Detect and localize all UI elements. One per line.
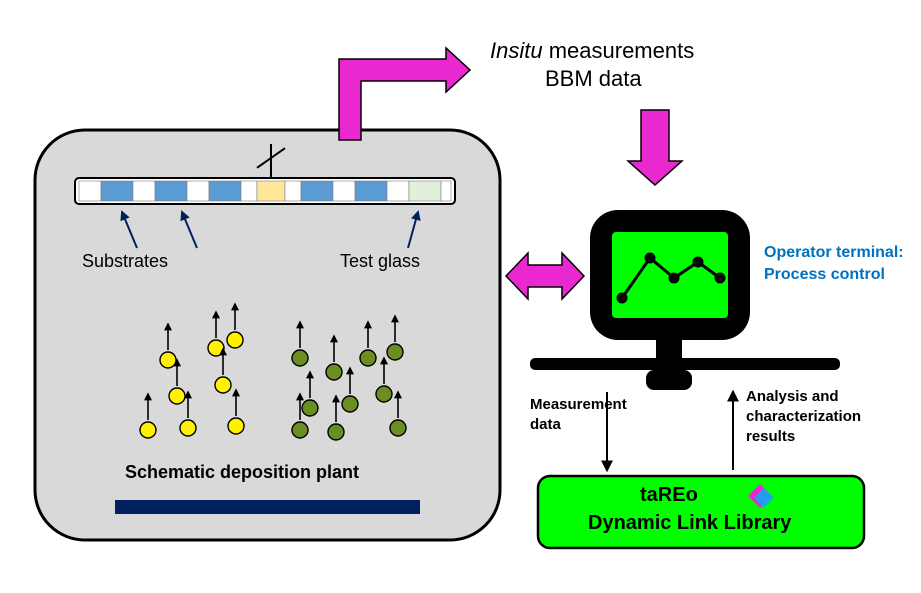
olive-particle bbox=[302, 400, 318, 416]
carousel-cell bbox=[241, 181, 257, 201]
yellow-particle bbox=[140, 422, 156, 438]
olive-particle bbox=[342, 396, 358, 412]
carousel-cell bbox=[301, 181, 333, 201]
screen-trace-point bbox=[715, 273, 726, 284]
tareo-label-2: Dynamic Link Library bbox=[588, 512, 791, 535]
analysis-label-1: Analysis and bbox=[746, 388, 839, 405]
carousel-cell bbox=[333, 181, 355, 201]
carousel-cell bbox=[133, 181, 155, 201]
yellow-particle bbox=[160, 352, 176, 368]
yellow-particle bbox=[228, 418, 244, 434]
olive-particle bbox=[387, 344, 403, 360]
carousel-cell bbox=[409, 181, 441, 201]
olive-particle bbox=[390, 420, 406, 436]
meas-data-label-1: Measurement bbox=[530, 396, 627, 413]
olive-particle bbox=[292, 350, 308, 366]
schematic-label: Schematic deposition plant bbox=[125, 462, 359, 483]
pink-arrow-elbow bbox=[339, 48, 470, 140]
screen-trace-point bbox=[693, 257, 704, 268]
bbm-data-label: BBM data bbox=[545, 66, 642, 92]
analysis-label-2: characterization bbox=[746, 408, 861, 425]
olive-particle bbox=[360, 350, 376, 366]
desk-bar bbox=[530, 358, 840, 370]
yellow-particle bbox=[215, 377, 231, 393]
screen-trace-point bbox=[645, 253, 656, 264]
carousel-cell bbox=[101, 181, 133, 201]
carousel-cell bbox=[257, 181, 285, 201]
insitu-prefix: Insitu bbox=[490, 38, 543, 63]
monitor-foot bbox=[646, 370, 692, 390]
analysis-label-3: results bbox=[746, 428, 795, 445]
diagram-svg bbox=[0, 0, 921, 593]
carousel-cell bbox=[187, 181, 209, 201]
olive-particle bbox=[326, 364, 342, 380]
olive-particle bbox=[292, 422, 308, 438]
substrates-label: Substrates bbox=[82, 251, 168, 272]
carousel-cell bbox=[355, 181, 387, 201]
pink-arrow-down bbox=[628, 110, 682, 185]
meas-data-label-2: data bbox=[530, 416, 561, 433]
yellow-particle bbox=[227, 332, 243, 348]
yellow-particle bbox=[169, 388, 185, 404]
carousel-cell bbox=[387, 181, 409, 201]
yellow-particle bbox=[180, 420, 196, 436]
carousel-cell bbox=[79, 181, 101, 201]
screen-trace-point bbox=[617, 293, 628, 304]
carousel-cell bbox=[441, 181, 451, 201]
olive-particle bbox=[328, 424, 344, 440]
operator-label-2: Process control bbox=[764, 266, 885, 284]
insitu-suffix: measurements bbox=[543, 38, 695, 63]
insitu-label: Insitu measurements bbox=[490, 38, 694, 64]
olive-particle bbox=[376, 386, 392, 402]
carousel-cell bbox=[285, 181, 301, 201]
screen-trace-point bbox=[669, 273, 680, 284]
test-glass-label: Test glass bbox=[340, 251, 420, 272]
carousel-cell bbox=[155, 181, 187, 201]
carousel-cell bbox=[209, 181, 241, 201]
source-bar bbox=[115, 500, 420, 514]
operator-label-1: Operator terminal: bbox=[764, 244, 904, 262]
yellow-particle bbox=[208, 340, 224, 356]
tareo-label-1: taREo bbox=[640, 484, 698, 507]
pink-arrow-bidir bbox=[506, 253, 584, 299]
